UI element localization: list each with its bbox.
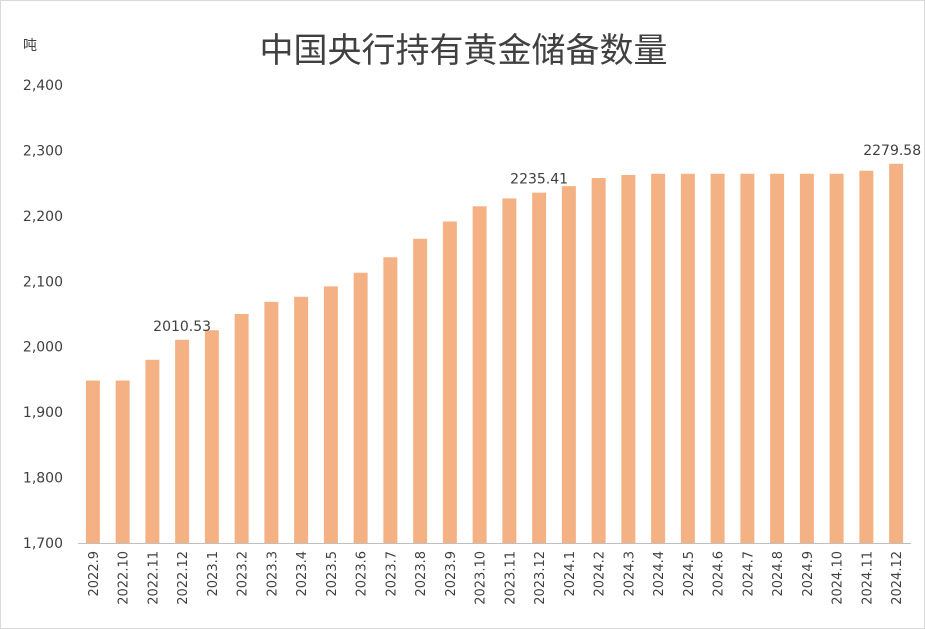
bar-2023.8	[413, 238, 428, 543]
bar-2024.9	[799, 173, 814, 543]
x-tick-label: 2023.2	[236, 551, 251, 597]
bar-2024.12	[889, 163, 904, 543]
x-tick-label: 2024.12	[890, 551, 905, 605]
bar-2023.11	[502, 198, 517, 544]
x-tick-label: 2024.3	[622, 551, 637, 597]
bar-2024.3	[621, 174, 636, 543]
bar-2023.7	[383, 257, 398, 543]
x-tick-label: 2024.4	[652, 551, 667, 597]
x-tick-label: 2023.10	[474, 551, 489, 605]
bar-2022.11	[145, 359, 160, 543]
x-tick-label: 2023.9	[444, 551, 459, 597]
bar-2022.10	[115, 380, 130, 543]
x-tick-label: 2022.12	[176, 551, 191, 605]
x-tick-label: 2022.10	[117, 551, 132, 605]
x-tick-label: 2023.1	[206, 551, 221, 597]
bar-2022.12	[175, 339, 190, 543]
y-axis-unit-label: 吨	[23, 38, 37, 54]
bar-2024.1	[561, 186, 576, 543]
y-tick-label: 2,300	[23, 143, 63, 159]
data-label: 2279.58	[863, 143, 921, 159]
bar-2022.9	[85, 380, 100, 543]
x-tick-label: 2023.12	[533, 551, 548, 605]
bar-2024.11	[859, 170, 874, 543]
data-label: 2235.41	[510, 172, 568, 188]
y-tick-label: 1,800	[23, 471, 63, 487]
x-tick-label: 2024.9	[801, 551, 816, 597]
bar-2024.7	[740, 173, 755, 543]
x-tick-label: 2023.6	[355, 551, 370, 597]
x-tick-label: 2024.10	[831, 551, 846, 605]
x-tick-label: 2024.1	[563, 551, 578, 597]
x-tick-label: 2023.4	[295, 551, 310, 597]
bar-2024.2	[591, 178, 606, 543]
bar-2023.3	[264, 301, 279, 543]
y-tick-label: 2,200	[23, 209, 63, 225]
bar-2023.6	[353, 272, 368, 543]
bar-2023.12	[532, 192, 547, 543]
x-tick-label: 2022.9	[87, 551, 102, 597]
y-tick-label: 2,000	[23, 340, 63, 356]
x-tick-label: 2024.7	[741, 551, 756, 597]
bar-2024.4	[651, 173, 666, 543]
bar-2024.8	[770, 173, 785, 543]
data-label: 2010.53	[153, 319, 211, 335]
x-tick-label: 2024.6	[712, 551, 727, 597]
x-tick-label: 2023.8	[414, 551, 429, 597]
bar-2023.10	[472, 206, 487, 543]
bar-2023.1	[204, 330, 219, 543]
x-tick-label: 2023.11	[503, 551, 518, 605]
x-tick-label: 2023.3	[265, 551, 280, 597]
x-tick-label: 2023.5	[325, 551, 340, 597]
bar-2024.6	[710, 173, 725, 543]
y-tick-label: 2,400	[23, 78, 63, 94]
y-tick-label: 1,900	[23, 405, 63, 421]
x-tick-label: 2024.11	[860, 551, 875, 605]
bar-2023.2	[234, 313, 249, 543]
chart-title: 中国央行持有黄金储备数量	[259, 31, 668, 71]
x-tick-label: 2024.8	[771, 551, 786, 597]
bar-2023.4	[294, 296, 309, 543]
bar-2023.5	[323, 286, 338, 543]
x-tick-label: 2023.7	[384, 551, 399, 597]
y-tick-label: 2,100	[23, 274, 63, 290]
x-tick-label: 2022.11	[146, 551, 161, 605]
x-tick-label: 2024.5	[682, 551, 697, 597]
x-tick-label: 2024.2	[593, 551, 608, 597]
bar-2023.9	[442, 221, 457, 543]
y-tick-label: 1,700	[23, 536, 63, 552]
bar-2024.5	[680, 173, 695, 543]
bar-2024.10	[829, 173, 844, 543]
